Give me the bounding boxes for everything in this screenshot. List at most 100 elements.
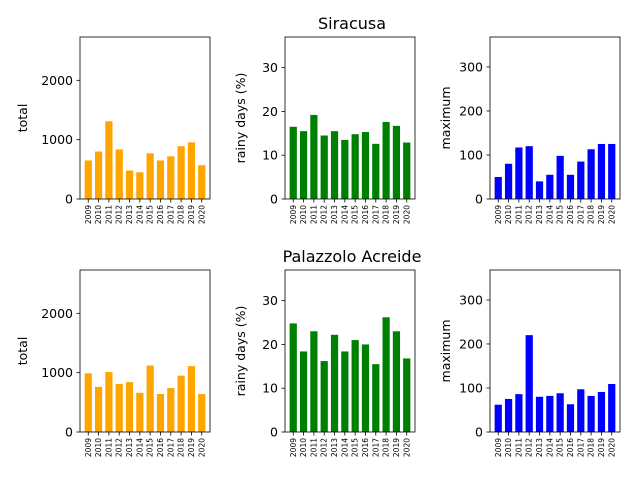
- y-axis-label: rainy days (%): [233, 73, 248, 164]
- y-tick-label: 1000: [41, 365, 73, 380]
- subplot-siracusa-rainy-days: 2009 2010 2011 2012 2013 2014 2015 2016 2017 2018…: [233, 36, 416, 224]
- bar-2011: [515, 147, 523, 199]
- axes-frame: [284, 36, 416, 200]
- x-tick-label: 2011: [309, 438, 318, 457]
- y-tick-label: 30: [262, 293, 278, 308]
- bar-2020: [403, 358, 411, 432]
- group-title-palazzolo-acreide: Palazzolo Acreide: [283, 247, 422, 266]
- x-tick-label: 2009: [84, 438, 93, 457]
- x-tick-label: 2012: [525, 438, 534, 457]
- y-axis-label: rainy days (%): [233, 306, 248, 397]
- bar-2016: [361, 132, 370, 199]
- bar-2016: [566, 174, 575, 199]
- x-tick-label: 2013: [125, 205, 134, 224]
- x-tick-label: 2016: [361, 205, 370, 224]
- x-tick-label: 2014: [135, 205, 144, 224]
- x-tick-label: 2018: [177, 438, 186, 457]
- y-tick-label: 0: [475, 425, 483, 440]
- y-tick-label: 0: [65, 192, 73, 207]
- bar-2017: [577, 161, 585, 199]
- x-tick-label: 2010: [94, 438, 103, 457]
- x-tick-label: 2013: [125, 438, 134, 457]
- x-tick-label: 2019: [187, 205, 196, 224]
- x-tick-label: 2020: [607, 438, 616, 457]
- bar-2018: [382, 121, 390, 199]
- y-axis-label: maximum: [438, 87, 453, 150]
- x-tick-label: 2018: [382, 438, 391, 457]
- bar-2009: [84, 373, 92, 432]
- y-tick-label: 10: [262, 148, 278, 163]
- y-tick-label: 0: [65, 425, 73, 440]
- axes-frame: [284, 269, 416, 433]
- subplot-palazzolo-acreide-rainy-days: 2009 2010 2011 2012 2013 2014 2015 2016 2017 2018…: [233, 269, 416, 457]
- x-tick-label: 2013: [535, 205, 544, 224]
- x-tick-label: 2012: [320, 205, 329, 224]
- bar-2015: [556, 393, 564, 432]
- y-tick-label: 2000: [41, 73, 73, 88]
- x-tick-label: 2018: [587, 438, 596, 457]
- x-tick-label: 2020: [197, 438, 206, 457]
- x-tick-label: 2020: [607, 205, 616, 224]
- bar-2013: [125, 382, 134, 432]
- bar-2014: [546, 174, 554, 199]
- axes-frame: [489, 269, 621, 433]
- bar-2018: [587, 395, 595, 432]
- bar-2017: [167, 388, 175, 432]
- y-tick-label: 10: [262, 381, 278, 396]
- x-tick-label: 2014: [135, 438, 144, 457]
- x-tick-label: 2016: [566, 438, 575, 457]
- bar-2012: [115, 383, 123, 432]
- bar-2010: [94, 151, 103, 199]
- bar-2012: [115, 149, 123, 199]
- bar-2015: [146, 153, 154, 199]
- bar-2020: [608, 143, 616, 199]
- x-tick-label: 2010: [504, 205, 513, 224]
- x-tick-label: 2017: [166, 205, 175, 224]
- bar-2014: [341, 139, 349, 199]
- x-tick-label: 2011: [104, 205, 113, 224]
- x-tick-label: 2014: [340, 205, 349, 224]
- x-tick-label: 2012: [525, 205, 534, 224]
- group-title-siracusa: Siracusa: [318, 14, 386, 33]
- x-tick-label: 2013: [330, 205, 339, 224]
- x-tick-label: 2016: [361, 438, 370, 457]
- x-tick-label: 2009: [494, 438, 503, 457]
- x-tick-label: 2009: [289, 205, 298, 224]
- bar-2015: [146, 365, 154, 432]
- y-axis-label: total: [15, 104, 30, 133]
- x-tick-label: 2018: [382, 205, 391, 224]
- x-tick-label: 2015: [146, 205, 155, 224]
- bar-2009: [494, 176, 502, 199]
- bar-2009: [494, 404, 502, 432]
- x-tick-label: 2014: [545, 205, 554, 224]
- y-tick-label: 30: [262, 60, 278, 75]
- x-tick-label: 2011: [514, 438, 523, 457]
- bar-2015: [556, 155, 564, 199]
- bar-2009: [84, 160, 92, 199]
- bar-2014: [136, 392, 144, 432]
- x-tick-label: 2016: [156, 438, 165, 457]
- bar-2012: [320, 135, 328, 199]
- x-tick-label: 2009: [84, 205, 93, 224]
- bar-2017: [167, 156, 175, 199]
- bar-2013: [535, 181, 544, 199]
- bar-2019: [392, 125, 401, 199]
- y-axis-label: maximum: [438, 320, 453, 383]
- y-axis-label: total: [15, 337, 30, 366]
- x-tick-label: 2010: [299, 205, 308, 224]
- x-tick-label: 2013: [330, 438, 339, 457]
- bar-2012: [525, 335, 533, 432]
- x-tick-label: 2009: [289, 438, 298, 457]
- bar-2014: [341, 351, 349, 432]
- bar-2019: [392, 331, 401, 432]
- subplot-siracusa-maximum: 2009 2010 2011 2012 2013 2014 2015 2016 2017 2018…: [438, 36, 621, 224]
- bar-2015: [351, 134, 359, 199]
- subplot-palazzolo-acreide-total: 2009 2010 2011 2012 2013 2014 2015 2016 2017 2018…: [15, 269, 211, 457]
- x-tick-label: 2015: [351, 438, 360, 457]
- y-tick-label: 200: [459, 103, 483, 118]
- bar-2010: [94, 386, 103, 432]
- bar-2018: [587, 149, 595, 199]
- x-tick-label: 2010: [504, 438, 513, 457]
- x-tick-label: 2019: [597, 438, 606, 457]
- axes-frame: [79, 269, 211, 433]
